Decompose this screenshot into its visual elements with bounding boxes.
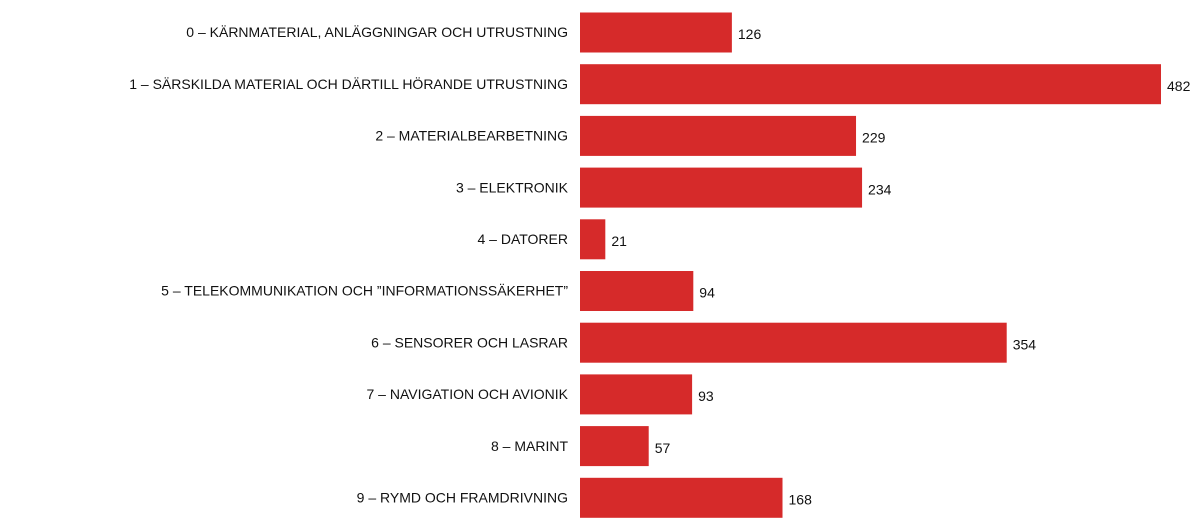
- bar: [580, 64, 1161, 105]
- value-label: 168: [789, 492, 813, 508]
- value-label: 229: [862, 130, 886, 146]
- bar: [580, 477, 783, 518]
- bar: [580, 167, 863, 208]
- value-label: 93: [698, 388, 714, 404]
- value-label: 126: [738, 26, 762, 42]
- bar: [580, 426, 649, 467]
- bar: [580, 271, 694, 311]
- category-label: 8 – MARINT: [491, 438, 568, 454]
- category-label: 2 – MATERIALBEARBETNING: [375, 128, 568, 144]
- category-label: 4 – DATORER: [477, 231, 568, 247]
- value-label: 234: [868, 181, 892, 197]
- category-label: 7 – NAVIGATION OCH AVIONIK: [367, 386, 569, 402]
- value-label: 21: [611, 233, 627, 249]
- value-label: 482: [1167, 78, 1191, 94]
- value-label: 94: [699, 285, 715, 301]
- category-label: 1 – SÄRSKILDA MATERIAL OCH DÄRTILL HÖRAN…: [129, 75, 568, 92]
- bar: [580, 374, 693, 415]
- bar: [580, 115, 857, 156]
- category-label: 3 – ELEKTRONIK: [456, 179, 569, 195]
- category-label: 9 – RYMD OCH FRAMDRIVNING: [357, 490, 568, 506]
- bar: [580, 219, 606, 260]
- category-label: 5 – TELEKOMMUNIKATION OCH ”INFORMATIONSS…: [161, 283, 568, 299]
- category-label: 6 – SENSORER OCH LASRAR: [371, 334, 568, 350]
- value-label: 57: [655, 440, 671, 456]
- value-label: 354: [1013, 336, 1037, 352]
- bar: [580, 322, 1007, 363]
- bar: [580, 12, 732, 53]
- category-label: 0 – KÄRNMATERIAL, ANLÄGGNINGAR OCH UTRUS…: [186, 24, 568, 40]
